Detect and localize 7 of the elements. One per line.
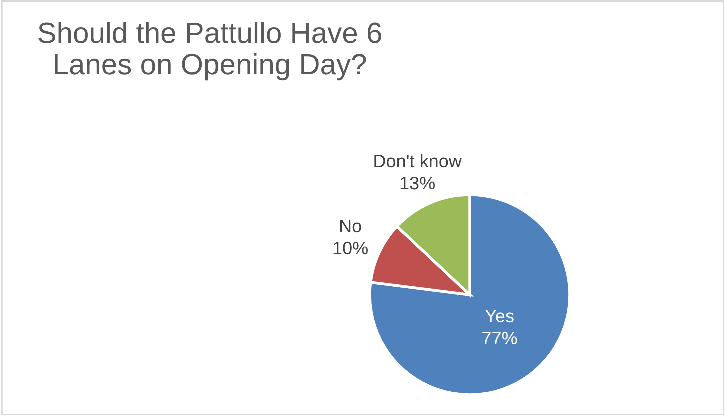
slice-label: Yes xyxy=(485,310,514,323)
slice-label: Don't know xyxy=(374,154,462,168)
slice-label: No xyxy=(340,220,362,233)
data-label: 13% xyxy=(400,176,436,190)
chart-title: Should the Pattullo Have 6 Lanes on Opening Day? xyxy=(38,22,382,81)
data-label: 77% xyxy=(482,332,518,345)
data-label: 10% xyxy=(334,242,368,255)
